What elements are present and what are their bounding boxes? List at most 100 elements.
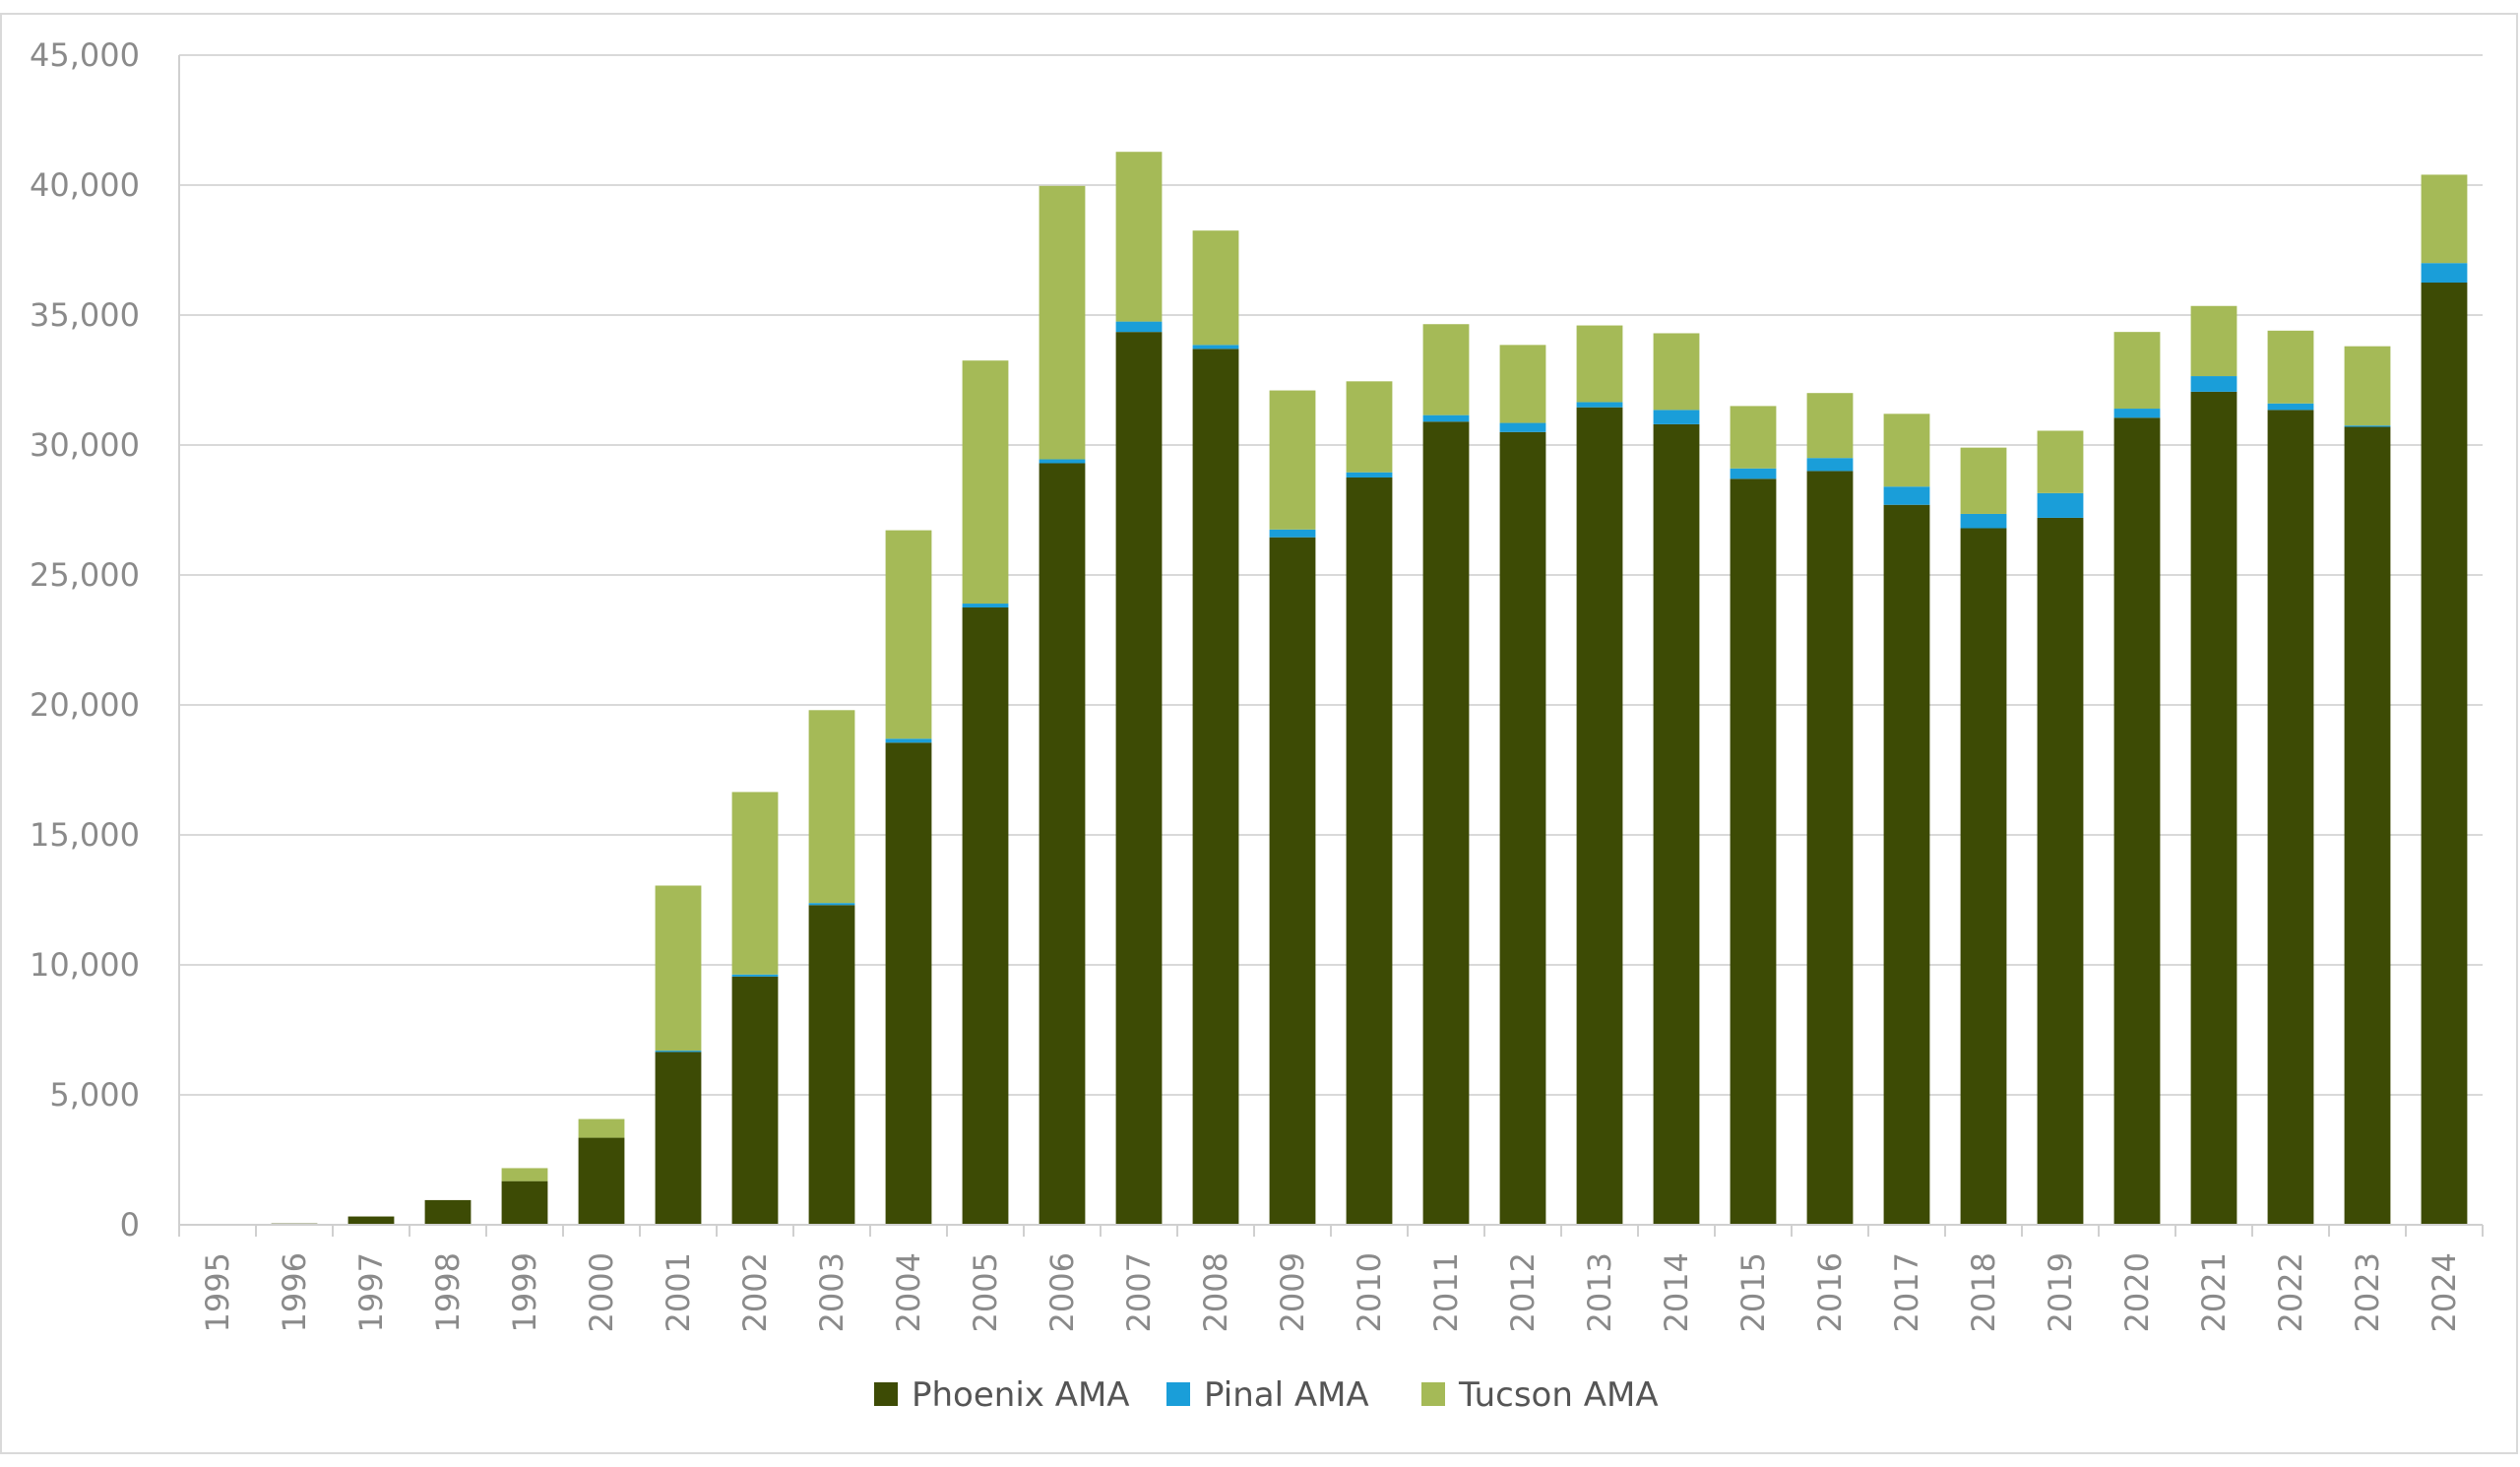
bar-segment-phoenix-ama (1499, 431, 1546, 1225)
bar-segment-tucson-ama (1269, 390, 1316, 530)
bar-segment-pinal-ama (2344, 425, 2391, 427)
bar-segment-tucson-ama (731, 792, 779, 975)
y-tick-label: 40,000 (30, 166, 140, 204)
bar-segment-tucson-ama (1039, 185, 1086, 460)
y-tick-label: 35,000 (30, 296, 140, 334)
bar-segment-pinal-ama (2421, 263, 2468, 283)
x-tick-label: 2011 (1427, 1252, 1465, 1332)
x-tick-label: 2010 (1351, 1252, 1388, 1332)
y-tick-label: 30,000 (30, 426, 140, 464)
y-axis-ticks: 0 5,000 10,000 15,000 20,000 25,000 30,000 35,0… (30, 36, 140, 1244)
bar-segment-pinal-ama (1960, 513, 2007, 529)
bar-segment-phoenix-ama (1422, 421, 1470, 1225)
y-tick-label: 45,000 (30, 36, 140, 74)
bar-segment-phoenix-ama (578, 1137, 625, 1225)
x-tick-label: 2024 (2426, 1252, 2463, 1332)
y-tick-label: 20,000 (30, 686, 140, 724)
bar-segment-tucson-ama (1730, 406, 1777, 469)
bar-segment-pinal-ama (962, 604, 1009, 607)
bar-segment-tucson-ama (1499, 345, 1546, 423)
bar-segment-tucson-ama (2267, 330, 2314, 404)
bar-segment-pinal-ama (1883, 486, 1930, 505)
bar-segment-tucson-ama (1192, 230, 1239, 346)
bar-segment-tucson-ama (2113, 332, 2161, 410)
y-tick-label: 15,000 (30, 816, 140, 854)
legend-swatch-pinal-ama (1166, 1382, 1190, 1406)
x-axis-ticks: 1995 1996 1997 1998 1999 2000 2001 2002 2003 2004… (199, 1252, 2463, 1332)
bar-segment-phoenix-ama (1576, 407, 1623, 1226)
x-tick-label: 1995 (199, 1252, 236, 1332)
x-tick-label: 2009 (1274, 1252, 1311, 1332)
bar-segment-tucson-ama (962, 360, 1009, 605)
bar-segment-phoenix-ama (1960, 528, 2007, 1225)
bar-segment-phoenix-ama (501, 1180, 548, 1225)
bar-segment-phoenix-ama (1269, 537, 1316, 1225)
bar-segment-pinal-ama (2037, 492, 2084, 518)
bar-segment-tucson-ama (1960, 447, 2007, 514)
bar-segment-tucson-ama (1422, 324, 1470, 415)
bar-segment-pinal-ama (2113, 409, 2161, 418)
bar-segment-phoenix-ama (1346, 478, 1393, 1225)
bar-segment-tucson-ama (2037, 430, 2084, 493)
bar-segment-pinal-ama (1346, 472, 1393, 478)
bar-segment-phoenix-ama (962, 607, 1009, 1225)
bar-segment-phoenix-ama (731, 976, 779, 1225)
bar-segment-pinal-ama (1115, 321, 1163, 333)
x-tick-label: 2021 (2195, 1252, 2233, 1332)
bar-segment-tucson-ama (655, 885, 702, 1052)
x-tick-label: 2016 (1811, 1252, 1849, 1332)
legend-label-phoenix-ama: Phoenix AMA (912, 1375, 1130, 1415)
bar-segment-pinal-ama (1269, 529, 1316, 538)
bar-segment-phoenix-ama (2113, 417, 2161, 1225)
x-tick-label: 2001 (660, 1252, 697, 1332)
bar-segment-pinal-ama (1422, 415, 1470, 422)
bar-segment-pinal-ama (1499, 422, 1546, 432)
x-axis (178, 55, 2484, 1237)
bar-segment-tucson-ama (1653, 333, 1700, 411)
bar-segment-tucson-ama (1115, 152, 1163, 322)
x-tick-label: 2007 (1120, 1252, 1158, 1332)
x-tick-label: 2004 (890, 1252, 927, 1332)
bar-segment-tucson-ama (578, 1118, 625, 1138)
bar-segment-tucson-ama (2344, 346, 2391, 426)
x-tick-label: 2000 (583, 1252, 620, 1332)
bar-segment-phoenix-ama (1806, 471, 1854, 1225)
bars (271, 152, 2468, 1226)
bar-segment-tucson-ama (2421, 174, 2468, 264)
x-tick-label: 2023 (2349, 1252, 2386, 1332)
y-tick-label: 25,000 (30, 556, 140, 594)
x-tick-label: 2003 (813, 1252, 850, 1332)
x-tick-label: 2018 (1965, 1252, 2002, 1332)
bar-segment-tucson-ama (1806, 393, 1854, 459)
bar-segment-phoenix-ama (2344, 426, 2391, 1225)
x-tick-label: 2017 (1888, 1252, 1925, 1332)
bar-segment-tucson-ama (885, 530, 932, 739)
x-tick-label: 2022 (2272, 1252, 2309, 1332)
bar-segment-pinal-ama (2267, 403, 2314, 411)
bar-segment-tucson-ama (1346, 381, 1393, 473)
bar-segment-pinal-ama (1039, 459, 1086, 464)
legend-swatch-phoenix-ama (874, 1382, 898, 1406)
x-tick-label: 1996 (276, 1252, 313, 1332)
bar-segment-phoenix-ama (1653, 423, 1700, 1225)
legend: Phoenix AMA Pinal AMA Tucson AMA (874, 1375, 1659, 1415)
bar-segment-pinal-ama (2190, 376, 2237, 392)
bar-segment-tucson-ama (1883, 414, 1930, 487)
bar-segment-tucson-ama (808, 710, 855, 904)
x-tick-label: 2014 (1658, 1252, 1695, 1332)
legend-swatch-tucson-ama (1421, 1382, 1445, 1406)
bar-segment-phoenix-ama (2037, 517, 2084, 1225)
chart-border (0, 13, 2518, 1454)
x-tick-label: 2002 (736, 1252, 774, 1332)
bar-segment-pinal-ama (1806, 458, 1854, 472)
bar-segment-tucson-ama (1576, 325, 1623, 403)
bar-segment-phoenix-ama (347, 1216, 395, 1225)
bar-segment-phoenix-ama (424, 1199, 472, 1225)
bar-segment-phoenix-ama (2190, 391, 2237, 1225)
y-tick-label: 0 (120, 1206, 140, 1244)
bar-segment-pinal-ama (1730, 468, 1777, 479)
bar-segment-pinal-ama (808, 903, 855, 906)
bar-segment-phoenix-ama (2421, 283, 2468, 1225)
